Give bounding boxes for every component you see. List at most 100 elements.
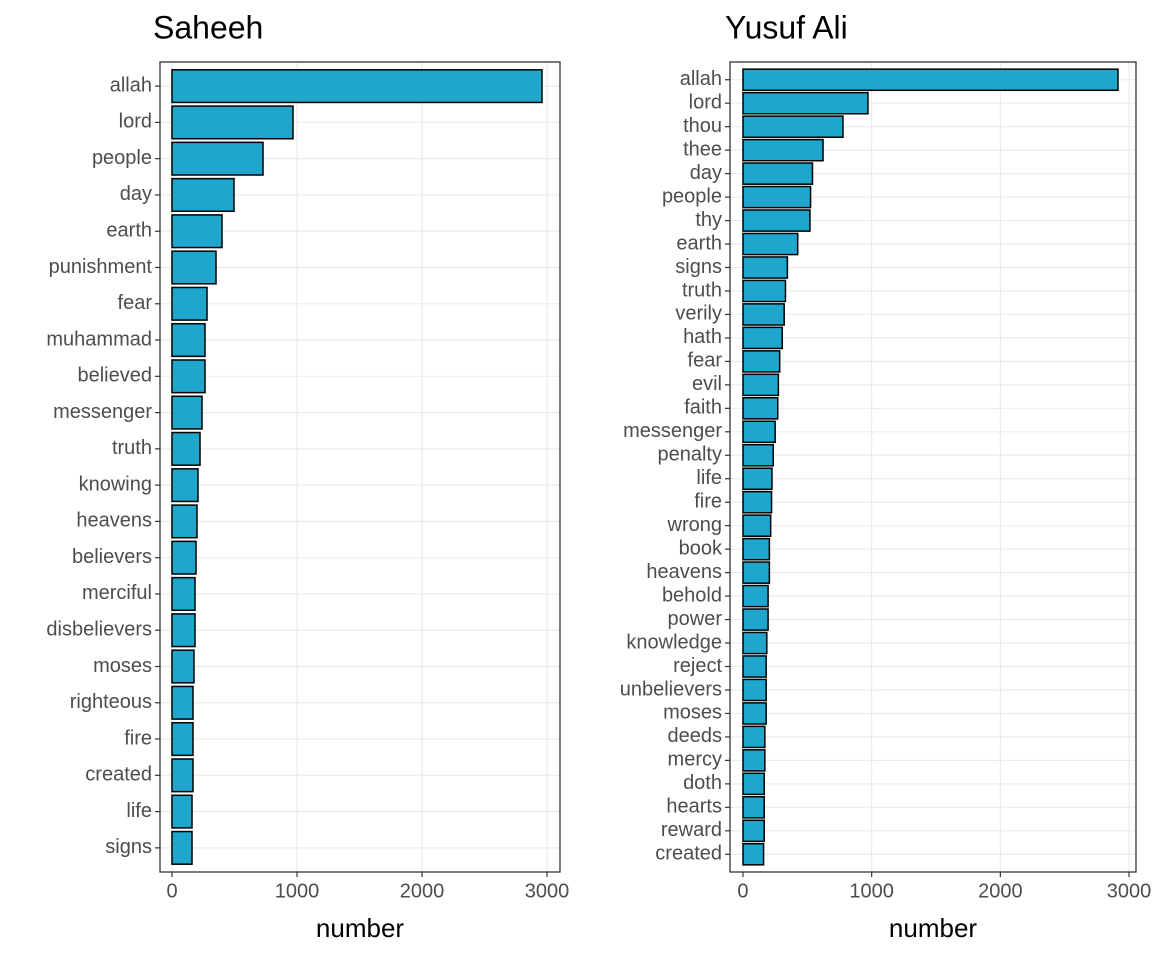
bar: [742, 326, 783, 350]
y-tick-label: moses: [663, 702, 722, 724]
y-tick-label: heavens: [76, 510, 152, 532]
bar: [742, 209, 811, 232]
y-tick-label: reward: [661, 819, 722, 841]
bar: [171, 69, 543, 104]
y-tick-label: life: [696, 467, 722, 489]
y-tick-label: thy: [695, 209, 722, 231]
bar: [742, 185, 812, 209]
bar: [742, 256, 789, 279]
bar: [742, 678, 767, 702]
bar: [171, 504, 198, 539]
bar: [171, 685, 194, 720]
bar: [742, 749, 766, 772]
bar: [742, 467, 773, 491]
y-tick-label: created: [85, 764, 152, 786]
bar: [742, 350, 781, 373]
bar: [742, 279, 787, 303]
bar: [742, 631, 768, 655]
chart-title: Yusuf Ali: [725, 9, 848, 45]
y-tick-label: thee: [683, 138, 722, 160]
y-tick-label: believers: [72, 546, 152, 568]
y-tick-label: behold: [662, 584, 722, 606]
x-axis-title: number: [316, 913, 404, 943]
x-tick-label: 2000: [978, 880, 1023, 902]
y-tick-label: hearts: [666, 796, 722, 818]
y-tick-label: reject: [673, 655, 722, 677]
y-tick-label: messenger: [623, 420, 722, 442]
x-tick-label: 0: [737, 880, 748, 902]
y-tick-label: moses: [93, 655, 152, 677]
bar: [171, 395, 203, 430]
bar: [171, 359, 206, 394]
bar: [171, 105, 294, 140]
bar: [171, 468, 199, 503]
y-tick-label: faith: [684, 397, 722, 419]
bar: [742, 420, 776, 444]
y-tick-label: knowing: [79, 473, 152, 495]
x-tick-label: 2000: [400, 880, 445, 902]
bar: [742, 842, 765, 866]
y-tick-label: mercy: [668, 749, 722, 771]
bar: [171, 250, 217, 285]
bar: [742, 397, 779, 420]
bar: [171, 794, 193, 829]
bar: [742, 115, 844, 138]
y-tick-label: day: [690, 162, 722, 184]
bar: [742, 303, 785, 326]
bar: [742, 138, 824, 162]
y-tick-label: fire: [694, 490, 722, 512]
bar: [171, 141, 264, 176]
y-tick-label: muhammad: [46, 328, 152, 350]
y-tick-label: truth: [112, 437, 152, 459]
y-tick-label: signs: [105, 836, 152, 858]
bar: [171, 830, 193, 865]
y-tick-label: thou: [683, 115, 722, 137]
y-tick-label: verily: [675, 303, 722, 325]
y-tick-label: knowledge: [626, 631, 722, 653]
bar: [742, 702, 767, 725]
y-tick-label: signs: [675, 256, 722, 278]
bar: [171, 649, 195, 684]
y-tick-label: power: [668, 608, 723, 630]
bar: [742, 232, 799, 256]
x-tick-label: 1000: [849, 880, 894, 902]
y-tick-label: unbelievers: [620, 678, 722, 700]
y-tick-label: believed: [77, 365, 152, 387]
y-tick-label: book: [679, 537, 723, 559]
y-tick-label: messenger: [53, 401, 152, 423]
bar: [171, 721, 194, 757]
x-tick-label: 0: [166, 880, 177, 902]
x-tick-label: 3000: [525, 880, 570, 902]
y-tick-label: hath: [683, 326, 722, 348]
bar: [742, 537, 771, 561]
y-tick-label: people: [92, 147, 152, 169]
bar: [742, 655, 767, 678]
bar: [171, 286, 208, 321]
bar: [171, 177, 235, 213]
x-tick-label: 3000: [1107, 880, 1152, 902]
y-tick-label: people: [662, 185, 722, 207]
y-tick-label: fear: [688, 350, 723, 372]
bar: [742, 584, 769, 608]
bar: [171, 214, 223, 249]
x-axis-title: number: [889, 913, 977, 943]
bar: [171, 758, 194, 793]
y-tick-label: fear: [118, 292, 153, 314]
y-tick-label: lord: [119, 111, 152, 133]
bar: [742, 561, 771, 584]
bar: [742, 796, 765, 819]
y-tick-label: wrong: [667, 514, 722, 536]
y-tick-label: life: [126, 800, 152, 822]
y-tick-label: allah: [680, 68, 722, 90]
bar: [742, 162, 814, 185]
y-tick-label: earth: [106, 220, 152, 242]
y-tick-label: righteous: [70, 691, 152, 713]
bar: [742, 373, 780, 397]
y-tick-label: disbelievers: [46, 619, 152, 641]
bar: [171, 613, 196, 648]
y-tick-label: lord: [689, 91, 722, 113]
bar: [171, 322, 206, 358]
bar: [742, 91, 869, 115]
